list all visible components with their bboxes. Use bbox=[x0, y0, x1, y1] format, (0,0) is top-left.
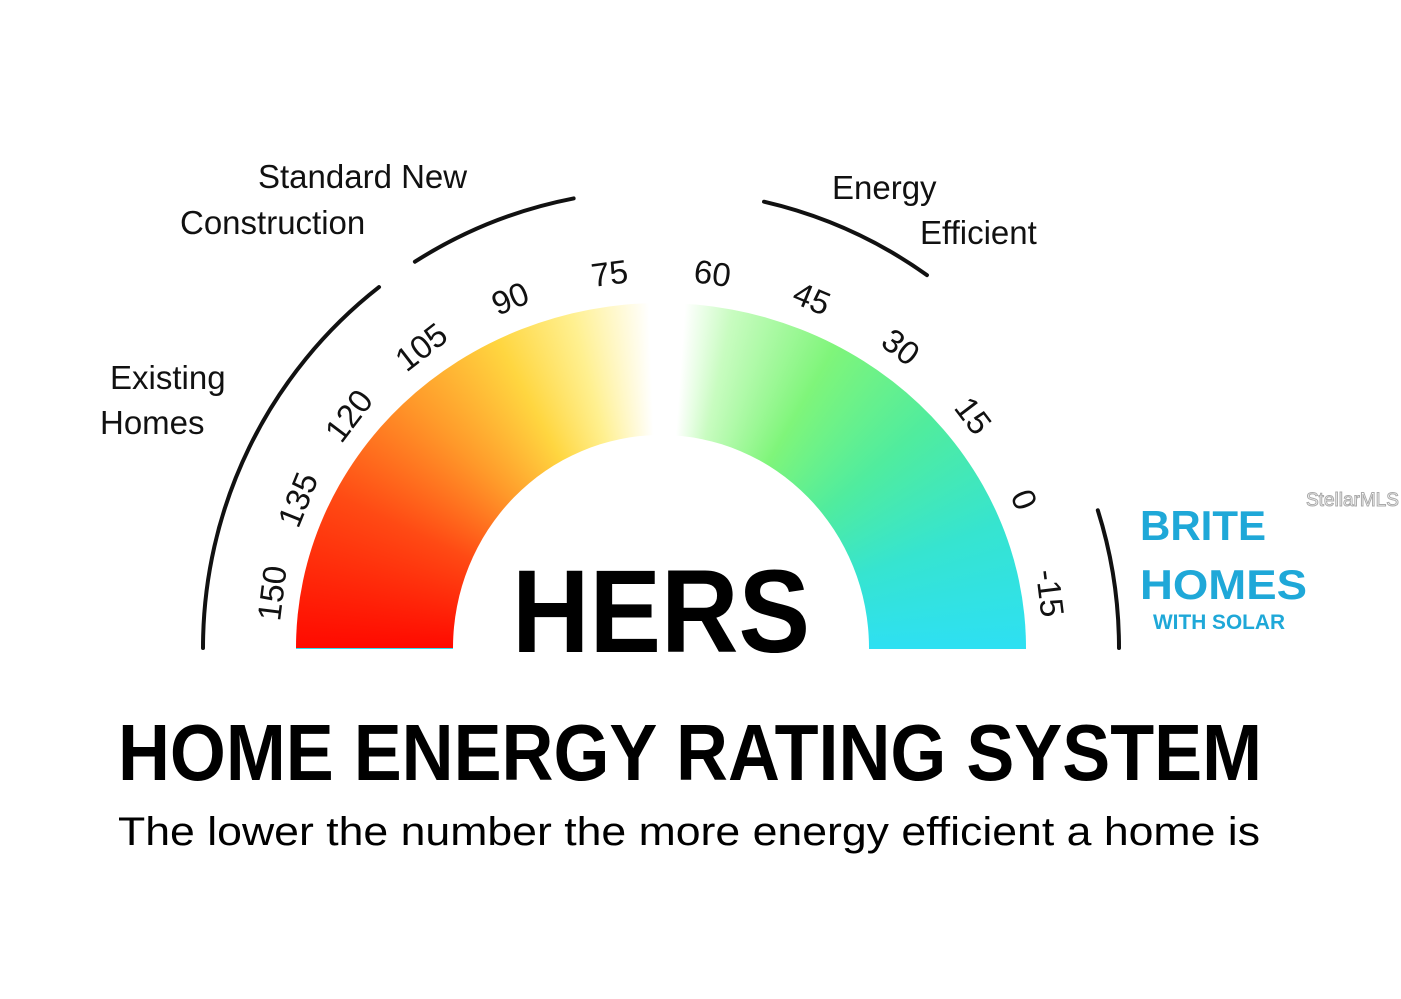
label-efficient-line1: Energy bbox=[832, 169, 937, 206]
tick-label: 45 bbox=[788, 274, 836, 322]
label-standard-line1: Standard New bbox=[258, 158, 467, 195]
label-existing-line2: Homes bbox=[100, 404, 205, 441]
tick-label: 30 bbox=[875, 321, 927, 373]
tick-label: 75 bbox=[589, 252, 630, 294]
tick-label: -15 bbox=[1029, 567, 1072, 619]
brand-line3: WITH SOLAR bbox=[1153, 611, 1285, 634]
subtitle: The lower the number the more energy eff… bbox=[118, 810, 1260, 854]
tick-label: 135 bbox=[270, 467, 325, 532]
tick-label: 0 bbox=[1004, 484, 1045, 515]
energy-efficient-bracket-arc bbox=[762, 199, 929, 278]
tick-label: 105 bbox=[388, 315, 454, 378]
brite-homes-bracket-arc bbox=[1095, 508, 1121, 650]
gauge-center-label: HERS bbox=[512, 546, 810, 678]
label-efficient-line2: Efficient bbox=[920, 214, 1037, 251]
tick-label: 15 bbox=[947, 390, 999, 442]
gauge-clip bbox=[296, 303, 1026, 649]
existing-homes-bracket-arc bbox=[201, 285, 382, 650]
tick-label: 90 bbox=[486, 274, 534, 322]
watermark: StellarMLS bbox=[1306, 490, 1399, 511]
label-existing-line1: Existing bbox=[110, 359, 226, 396]
page-title: HOME ENERGY RATING SYSTEM bbox=[118, 708, 1262, 797]
tick-label: 120 bbox=[317, 382, 380, 448]
brand-line1: BRITE bbox=[1140, 502, 1266, 549]
tick-label: 150 bbox=[250, 564, 293, 623]
standard-construction-bracket-arc bbox=[412, 196, 576, 264]
tick-label: 60 bbox=[692, 252, 733, 294]
brand-line2: HOMES bbox=[1140, 561, 1307, 608]
label-standard-line2: Construction bbox=[180, 204, 365, 241]
